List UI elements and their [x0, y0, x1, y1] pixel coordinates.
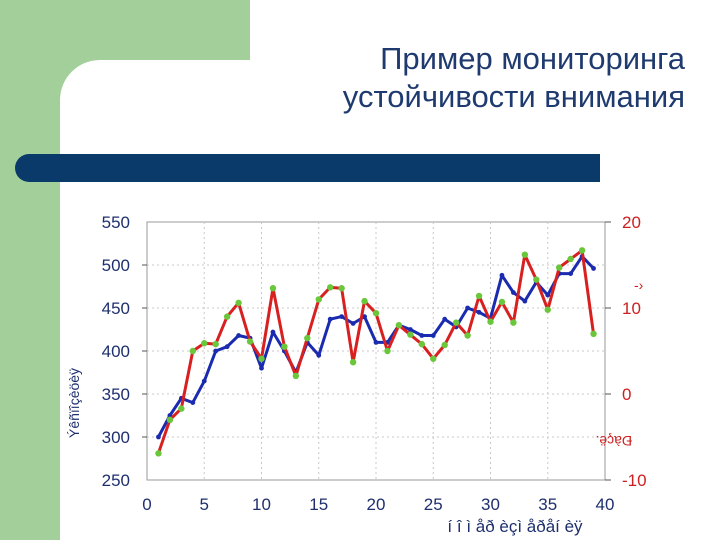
series-2-point	[201, 340, 208, 347]
title-line-2: устойчивости внимания	[342, 79, 685, 114]
series-1-point	[430, 333, 436, 338]
x-tick: 25	[424, 495, 443, 514]
x-axis-label: í î ì åð èçì åðåí èÿ	[447, 517, 583, 536]
x-axis-ticks: 0 5 10 15 20 25 30 35 40	[142, 495, 614, 514]
y-tick-left: 400	[102, 342, 130, 361]
series-1-point	[373, 340, 379, 345]
series-1-point	[327, 316, 333, 322]
series-2-point	[155, 450, 162, 457]
series-2-point	[487, 318, 494, 325]
series-1-point	[201, 378, 207, 384]
series-1-point	[568, 271, 574, 276]
y-axis-label-left: Ýêñïîçèöèÿ	[66, 368, 82, 438]
series-1-point	[522, 298, 528, 304]
series-2-point	[327, 284, 334, 291]
x-tick: 0	[142, 495, 151, 514]
series-1-point	[476, 309, 482, 315]
series-2-point	[578, 247, 586, 254]
series-2-point	[452, 319, 460, 326]
series-1-point	[156, 434, 161, 440]
series-2-point	[475, 292, 483, 300]
series-2-point	[189, 347, 196, 355]
series-1-point	[442, 316, 448, 322]
series-2-point	[235, 299, 242, 307]
series-2-point	[418, 340, 425, 348]
y-tick-left: 350	[102, 385, 130, 404]
series-1-point	[499, 272, 505, 278]
x-tick: 10	[252, 495, 271, 514]
x-tick: 35	[538, 495, 557, 514]
series-2-point	[372, 309, 380, 317]
series-2-point	[430, 355, 437, 362]
y-tick-left: 550	[102, 213, 130, 232]
series-1-point	[236, 333, 242, 338]
series-1-point	[339, 314, 345, 319]
series-2-point	[269, 285, 277, 292]
series-2-point	[533, 276, 540, 283]
y-tick-left: 500	[102, 256, 130, 275]
x-tick: 15	[309, 495, 328, 514]
series-2-point	[590, 330, 597, 337]
right-axis-ticks: -10 0 10 20	[605, 213, 647, 490]
series-2-point	[349, 358, 357, 366]
series-2-point	[292, 372, 300, 380]
y-tick-right: -10	[622, 471, 647, 490]
left-axis-ticks: 250 300 350 400 450 500 550	[102, 213, 147, 490]
series-2-point	[178, 405, 185, 412]
series-2-point	[567, 255, 574, 263]
y-tick-left: 450	[102, 299, 130, 318]
series-2-point	[212, 340, 219, 348]
series-1-point	[511, 290, 516, 295]
y-tick-right: 10	[622, 299, 641, 318]
y-tick-left: 250	[102, 471, 130, 490]
series-2-point	[361, 297, 368, 305]
series-2-point	[521, 251, 529, 258]
y-tick-right: 0	[622, 385, 631, 404]
series-1-point	[270, 329, 276, 335]
y-tick-right: 20	[622, 213, 641, 232]
x-tick: 20	[367, 495, 386, 514]
series-1-point	[407, 327, 413, 332]
series-2-point	[395, 322, 403, 329]
series-2-point	[281, 343, 288, 350]
series-2-point	[407, 331, 414, 338]
series-1-point	[419, 333, 425, 338]
series-1-point	[591, 266, 596, 271]
slide-title: Пример мониторинга устойчивости внимания	[165, 40, 685, 116]
series-2-point	[498, 298, 506, 306]
series-1-point	[190, 400, 196, 405]
series-2-point	[166, 416, 174, 423]
series-1-point	[259, 365, 264, 371]
series-1-point	[213, 348, 219, 354]
series-2-point	[441, 341, 448, 349]
series-2-point	[223, 313, 231, 320]
series-2-point	[315, 296, 322, 303]
series-group	[155, 247, 597, 457]
series-2-point	[556, 264, 563, 271]
series-1-point	[350, 321, 356, 326]
right-axis-mark: -›	[634, 277, 644, 293]
series-1-point	[316, 352, 322, 358]
title-line-1: Пример мониторинга	[380, 41, 685, 76]
series-2-point	[384, 347, 391, 355]
series-1-point	[465, 305, 470, 311]
series-1-point	[545, 292, 551, 298]
title-divider-bar	[15, 154, 600, 182]
series-2-point	[510, 319, 517, 326]
attention-chart: 250 300 350 400 450 500 550 -10 0 10 20 0 5 10 15 20 2…	[66, 213, 647, 536]
series-1-point	[224, 344, 230, 350]
series-2-point	[258, 355, 265, 362]
series-2-point	[338, 285, 345, 292]
x-tick: 5	[200, 495, 209, 514]
y-tick-left: 300	[102, 428, 130, 447]
series-2-point	[246, 338, 254, 345]
series-2-point	[304, 334, 311, 342]
y-axis-label-right: Ðàçë.	[595, 433, 632, 449]
series-2-point	[464, 332, 471, 339]
series-2-point	[544, 306, 551, 313]
x-tick: 30	[481, 495, 500, 514]
x-tick: 40	[596, 495, 615, 514]
